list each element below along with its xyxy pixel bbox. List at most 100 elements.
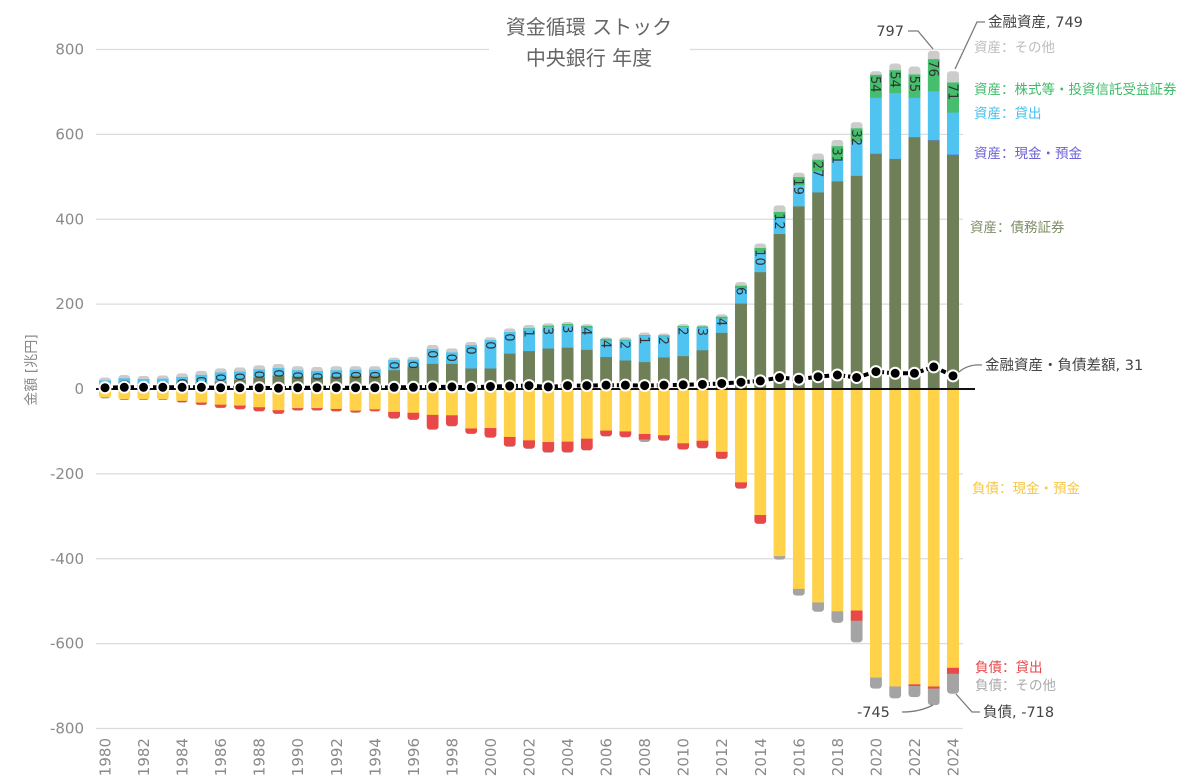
bar-2020 <box>869 71 882 689</box>
bar-segment-asset-loans-2007 <box>619 340 632 361</box>
bar-segment-liability-other-1997 <box>426 429 439 430</box>
bar-segment-liability-loans-1980 <box>99 397 111 399</box>
x-tick-label: 2002 <box>521 738 539 776</box>
bar-segment-asset-other-2020 <box>869 71 882 75</box>
bar-segment-liability-other-1982 <box>137 399 150 401</box>
bar-segment-asset-loans-1994 <box>368 369 381 376</box>
y-tick-label: -400 <box>50 550 84 568</box>
bar-segment-liability-cash-deposits-2005 <box>580 389 593 439</box>
bar-segment-liability-cash-deposits-2010 <box>677 389 690 444</box>
bar-2004 <box>561 321 574 453</box>
bar-segment-liability-cash-deposits-1982 <box>137 389 150 400</box>
bar-segment-asset-loans-1997 <box>426 348 439 364</box>
x-tick-label: 2018 <box>829 738 847 776</box>
bar-segment-asset-other-1985 <box>195 370 208 375</box>
bar-segment-liability-other-2014 <box>754 523 767 524</box>
bar-segment-liability-loans-2019 <box>850 610 863 622</box>
net-point-2020 <box>869 365 883 379</box>
bar-segment-liability-cash-deposits-2022 <box>908 389 921 685</box>
bar-segment-liability-other-2008 <box>638 439 651 443</box>
bar-segment-asset-loans-2005 <box>580 327 593 350</box>
bar-segment-liability-loans-2014 <box>754 515 767 524</box>
bar-segment-asset-loans-1996 <box>407 359 420 367</box>
bar-segment-liability-other-1984 <box>176 402 189 403</box>
y-tick-label: 400 <box>55 210 84 228</box>
bar-value-label-2019: 32 <box>848 130 863 147</box>
bar-segment-liability-loans-1996 <box>407 412 420 420</box>
bar-1997 <box>426 344 439 430</box>
net-point-2021 <box>888 366 902 380</box>
net-point-1997 <box>426 380 440 394</box>
bar-segment-liability-cash-deposits-2000 <box>484 389 497 429</box>
x-tick-label: 2006 <box>598 738 616 776</box>
bar-2015 <box>773 205 786 560</box>
bar-segment-asset-other-2024 <box>947 71 959 83</box>
bar-segment-liability-cash-deposits-1993 <box>349 389 362 411</box>
bar-segment-asset-loans-1999 <box>465 344 478 369</box>
bar-segment-liability-loans-2022 <box>908 684 921 687</box>
net-point-2010 <box>676 378 690 392</box>
gridlines <box>96 48 963 730</box>
bar-segment-asset-loans-1984 <box>176 376 189 383</box>
net-point-2000 <box>483 379 497 393</box>
bar-value-label-2010: 2 <box>674 327 689 335</box>
bar-segment-liability-cash-deposits-2012 <box>715 389 728 453</box>
bar-segment-asset-debt-securities-2015 <box>773 233 786 390</box>
bar-segment-liability-other-2023 <box>927 688 940 706</box>
bar-value-label-2020: 54 <box>867 76 882 93</box>
bar-segment-liability-other-2022 <box>908 686 921 698</box>
bar-segment-asset-debt-securities-2024 <box>947 154 959 390</box>
bar-segment-liability-cash-deposits-2008 <box>638 389 651 435</box>
bar-segment-liability-loans-1987 <box>233 405 246 410</box>
bar-segment-liability-cash-deposits-2024 <box>947 389 959 669</box>
bar-segment-asset-other-2019 <box>850 122 863 129</box>
bar-segment-asset-other-2011 <box>696 324 709 327</box>
bar-segment-liability-loans-1992 <box>330 408 343 412</box>
net-point-1993 <box>349 381 363 395</box>
bar-value-label-2002: 1 <box>520 329 535 337</box>
net-point-1986 <box>214 381 228 395</box>
bar-1993 <box>349 366 362 413</box>
bar-segment-liability-loans-1993 <box>349 410 362 413</box>
bar-value-label-2000: 0 <box>482 341 497 349</box>
bar-segment-liability-other-1981 <box>118 399 131 401</box>
bar-segment-asset-loans-2010 <box>677 326 690 357</box>
bar-segment-liability-cash-deposits-2007 <box>619 389 632 432</box>
bar-segment-liability-loans-2001 <box>503 436 516 447</box>
bar-segment-liability-other-2004 <box>561 452 574 453</box>
bar-segment-asset-loans-1986 <box>214 372 227 382</box>
bar-segment-asset-other-1989 <box>272 363 285 369</box>
label-liability-loans: 負債：貸出 <box>975 660 1043 676</box>
x-tick-label: 2014 <box>752 738 770 776</box>
bar-segment-asset-other-2018 <box>831 139 844 147</box>
bar-segment-asset-loans-1992 <box>330 369 343 377</box>
bar-segment-asset-other-1987 <box>233 367 246 372</box>
bar-2002 <box>523 324 535 449</box>
bar-segment-liability-other-1991 <box>311 410 323 411</box>
bar-segment-asset-loans-2023 <box>927 91 940 141</box>
net-point-1994 <box>368 381 382 395</box>
bar-segment-liability-cash-deposits-2013 <box>735 389 747 483</box>
bar-segment-liability-cash-deposits-2001 <box>503 389 516 438</box>
series-labels: 資産：その他 資産：株式等・投資信託受益証券 資産：貸出 資産：現金・預金 資産… <box>970 40 1177 694</box>
label-asset-loans: 資産：貸出 <box>974 106 1042 122</box>
bar-segment-liability-other-2001 <box>503 446 516 447</box>
bar-segment-liability-cash-deposits-2006 <box>600 389 613 431</box>
bar-segment-asset-equity-funds-2019 <box>850 128 863 142</box>
net-point-1990 <box>291 381 305 395</box>
bar-segment-liability-cash-deposits-2009 <box>657 389 670 436</box>
bar-value-label-2009: 2 <box>655 337 670 345</box>
bar-segment-liability-loans-2013 <box>735 482 747 489</box>
bar-value-label-2012: 4 <box>713 318 728 326</box>
bar-segment-asset-debt-securities-2022 <box>908 137 921 390</box>
bar-2005 <box>580 324 593 451</box>
net-point-2014 <box>753 374 767 388</box>
bar-segment-asset-loans-1991 <box>311 370 323 378</box>
bar-segment-liability-cash-deposits-1989 <box>272 389 285 411</box>
net-point-2012 <box>715 376 729 390</box>
bar-segment-asset-loans-1995 <box>388 359 401 371</box>
annotation-min-liabilities: -745 <box>857 705 890 721</box>
bar-segment-asset-debt-securities-2016 <box>792 206 805 390</box>
bar-segment-liability-other-1988 <box>253 411 266 412</box>
